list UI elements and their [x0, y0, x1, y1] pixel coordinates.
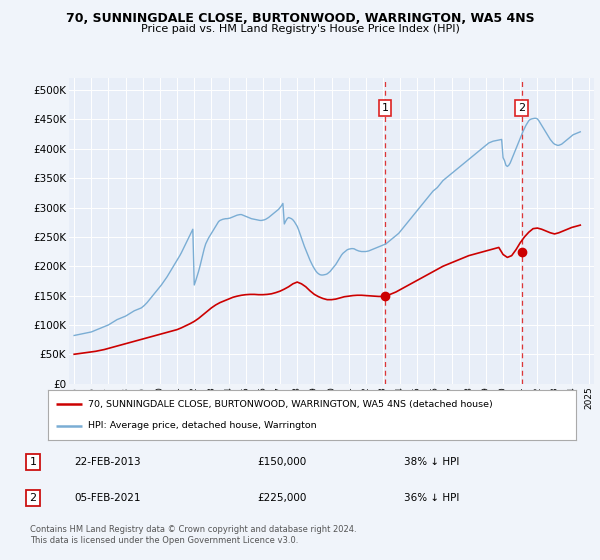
Text: 2: 2	[29, 493, 37, 503]
Text: Contains HM Land Registry data © Crown copyright and database right 2024.
This d: Contains HM Land Registry data © Crown c…	[30, 525, 356, 545]
Text: 38% ↓ HPI: 38% ↓ HPI	[404, 457, 460, 467]
Text: HPI: Average price, detached house, Warrington: HPI: Average price, detached house, Warr…	[88, 421, 316, 430]
Text: 2: 2	[518, 102, 526, 113]
Text: 22-FEB-2013: 22-FEB-2013	[74, 457, 142, 467]
Text: 1: 1	[382, 102, 389, 113]
Text: Price paid vs. HM Land Registry's House Price Index (HPI): Price paid vs. HM Land Registry's House …	[140, 24, 460, 34]
Text: 1: 1	[29, 457, 37, 467]
Text: 36% ↓ HPI: 36% ↓ HPI	[404, 493, 460, 503]
Text: £150,000: £150,000	[257, 457, 307, 467]
Text: 05-FEB-2021: 05-FEB-2021	[75, 493, 141, 503]
Text: 70, SUNNINGDALE CLOSE, BURTONWOOD, WARRINGTON, WA5 4NS: 70, SUNNINGDALE CLOSE, BURTONWOOD, WARRI…	[65, 12, 535, 25]
Text: 70, SUNNINGDALE CLOSE, BURTONWOOD, WARRINGTON, WA5 4NS (detached house): 70, SUNNINGDALE CLOSE, BURTONWOOD, WARRI…	[88, 400, 493, 409]
Text: £225,000: £225,000	[257, 493, 307, 503]
